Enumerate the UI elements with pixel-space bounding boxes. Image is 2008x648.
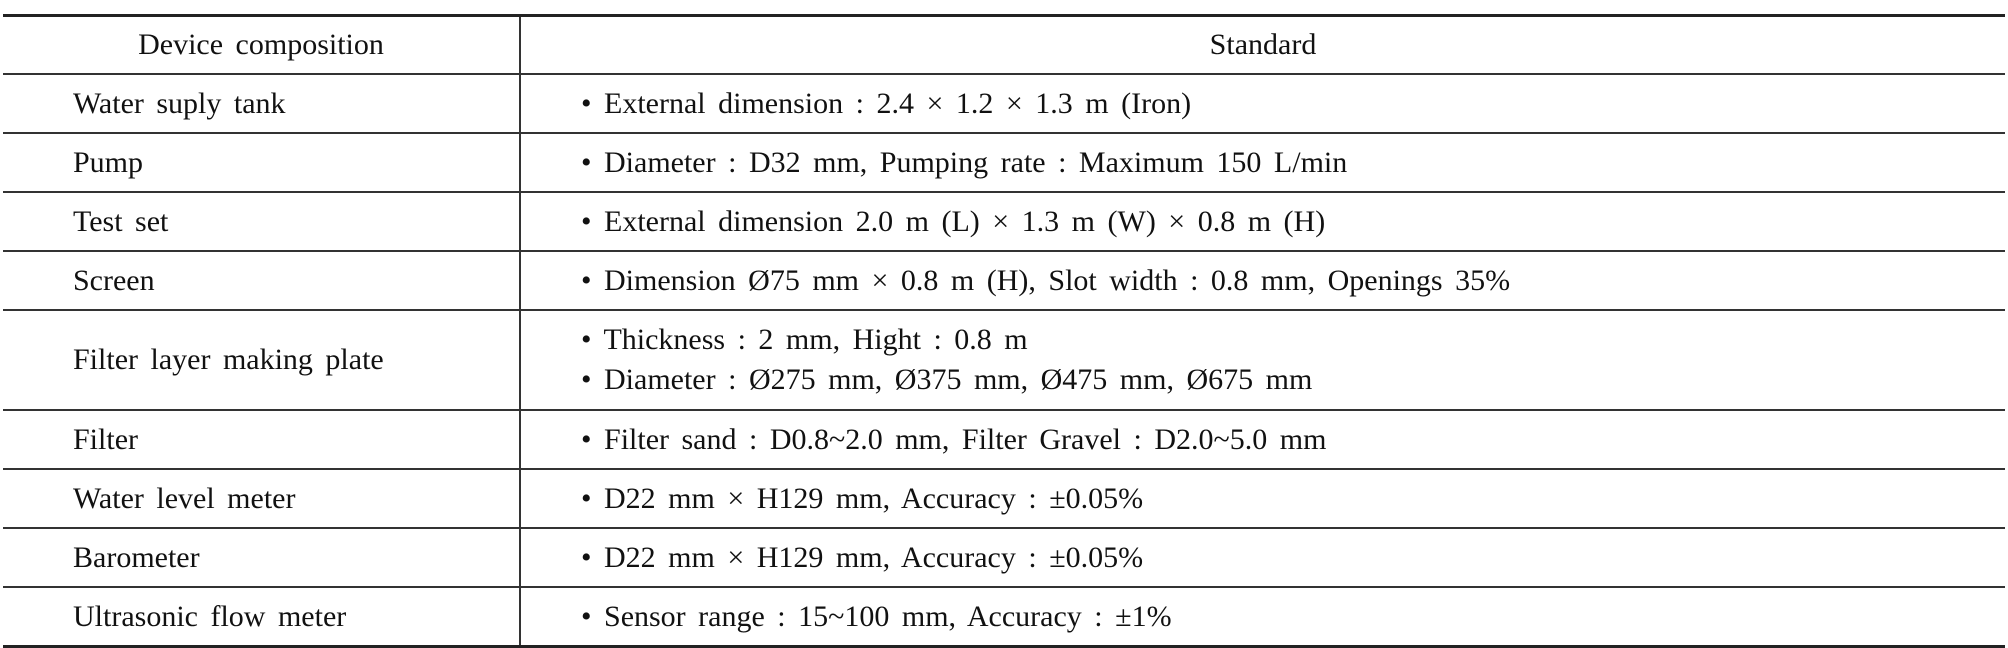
- standard-cell: • D22 mm × H129 mm, Accuracy : ±0.05%: [520, 528, 2005, 588]
- device-cell: Filter layer making plate: [3, 310, 521, 411]
- device-cell: Screen: [3, 251, 521, 311]
- table-row: Filter layer making plate • Thickness : 2…: [3, 310, 2005, 411]
- standard-line: • D22 mm × H129 mm, Accuracy : ±0.05%: [581, 481, 1144, 515]
- standard-cell: • D22 mm × H129 mm, Accuracy : ±0.05%: [520, 469, 2005, 529]
- standard-line: • Sensor range : 15~100 mm, Accuracy : ±…: [581, 599, 1172, 633]
- standard-line: • External dimension 2.0 m (L) × 1.3 m (…: [581, 204, 1326, 238]
- table-body: Water suply tank • External dimension : 2…: [3, 74, 2005, 647]
- table-row: Water suply tank • External dimension : 2…: [3, 74, 2005, 134]
- device-cell: Water suply tank: [3, 74, 521, 134]
- device-cell: Water level meter: [3, 469, 521, 529]
- standard-line: • Diameter : Ø275 mm, Ø375 mm, Ø475 mm, …: [581, 363, 1313, 396]
- standard-cell: • Sensor range : 15~100 mm, Accuracy : ±…: [520, 587, 2005, 647]
- standard-cell: • External dimension 2.0 m (L) × 1.3 m (…: [520, 192, 2005, 252]
- standard-line: • Diameter : D32 mm, Pumping rate : Maxi…: [581, 145, 1348, 179]
- standard-cell: • Dimension Ø75 mm × 0.8 m (H), Slot wid…: [520, 251, 2005, 311]
- table-row: Ultrasonic flow meter • Sensor range : 15…: [3, 587, 2005, 647]
- header-cell: Standard: [520, 15, 2005, 75]
- device-cell: Filter: [3, 410, 521, 470]
- device-cell: Test set: [3, 192, 521, 252]
- standard-cell: • Diameter : D32 mm, Pumping rate : Maxi…: [520, 133, 2005, 193]
- device-cell: Ultrasonic flow meter: [3, 587, 521, 647]
- standard-line: • External dimension : 2.4 × 1.2 × 1.3 m…: [581, 86, 1192, 120]
- standard-line: • Dimension Ø75 mm × 0.8 m (H), Slot wid…: [581, 263, 1511, 297]
- table-row: Pump • Diameter : D32 mm, Pumping rate : …: [3, 133, 2005, 193]
- table-row: Screen • Dimension Ø75 mm × 0.8 m (H), Sl…: [3, 251, 2005, 311]
- header-cell: Device composition: [3, 15, 521, 75]
- device-cell: Barometer: [3, 528, 521, 588]
- standard-cell: • Filter sand : D0.8~2.0 mm, Filter Grav…: [520, 410, 2005, 470]
- table-row: Test set • External dimension 2.0 m (L) ×…: [3, 192, 2005, 252]
- standard-cell: • External dimension : 2.4 × 1.2 × 1.3 m…: [520, 74, 2005, 134]
- table-row: Water level meter • D22 mm × H129 mm, Acc…: [3, 469, 2005, 529]
- standard-line: • Thickness : 2 mm, Hight : 0.8 m: [581, 323, 1028, 356]
- standard-cell: • Thickness : 2 mm, Hight : 0.8 m • Diame…: [520, 310, 2005, 411]
- table-head: Device composition Standard: [3, 15, 2005, 75]
- table-row: Filter • Filter sand : D0.8~2.0 mm, Filte…: [3, 410, 2005, 470]
- standard-line: • Filter sand : D0.8~2.0 mm, Filter Grav…: [581, 422, 1327, 456]
- standard-line: • D22 mm × H129 mm, Accuracy : ±0.05%: [581, 540, 1144, 574]
- device-cell: Pump: [3, 133, 521, 193]
- header-row: Device composition Standard: [3, 15, 2005, 75]
- table-row: Barometer • D22 mm × H129 mm, Accuracy : …: [3, 528, 2005, 588]
- device-table: Device composition Standard Water suply …: [3, 14, 2005, 648]
